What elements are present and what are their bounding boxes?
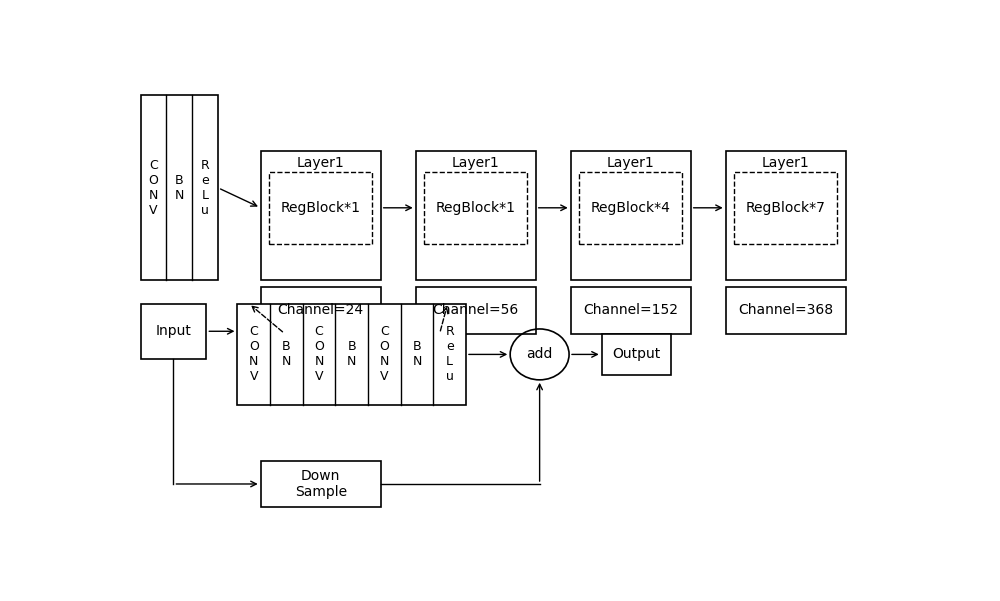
Text: Layer1: Layer1 bbox=[452, 156, 500, 170]
Text: R
e
L
u: R e L u bbox=[445, 325, 454, 383]
Text: add: add bbox=[526, 347, 553, 361]
Text: C
O
N
V: C O N V bbox=[379, 325, 389, 383]
Text: Channel=24: Channel=24 bbox=[278, 304, 364, 317]
FancyBboxPatch shape bbox=[571, 287, 691, 334]
FancyBboxPatch shape bbox=[726, 287, 846, 334]
Text: RegBlock*4: RegBlock*4 bbox=[591, 201, 671, 215]
Text: C
O
N
V: C O N V bbox=[314, 325, 324, 383]
Text: B
N: B N bbox=[412, 340, 422, 368]
FancyBboxPatch shape bbox=[237, 304, 466, 405]
Text: RegBlock*1: RegBlock*1 bbox=[436, 201, 516, 215]
Text: B
N: B N bbox=[282, 340, 291, 368]
FancyBboxPatch shape bbox=[261, 151, 381, 280]
Text: Layer1: Layer1 bbox=[762, 156, 810, 170]
FancyBboxPatch shape bbox=[416, 287, 536, 334]
Text: Output: Output bbox=[612, 347, 661, 361]
FancyBboxPatch shape bbox=[416, 151, 536, 280]
FancyBboxPatch shape bbox=[261, 287, 381, 334]
Text: Layer1: Layer1 bbox=[607, 156, 655, 170]
FancyBboxPatch shape bbox=[579, 171, 682, 244]
Text: Layer1: Layer1 bbox=[297, 156, 345, 170]
FancyBboxPatch shape bbox=[269, 171, 372, 244]
Text: C
O
N
V: C O N V bbox=[148, 159, 158, 217]
FancyBboxPatch shape bbox=[726, 151, 846, 280]
Text: Input: Input bbox=[156, 325, 191, 338]
FancyBboxPatch shape bbox=[140, 95, 218, 280]
Text: Down
Sample: Down Sample bbox=[295, 469, 347, 499]
FancyBboxPatch shape bbox=[424, 171, 527, 244]
Text: Channel=152: Channel=152 bbox=[583, 304, 678, 317]
FancyBboxPatch shape bbox=[140, 304, 206, 359]
Text: RegBlock*7: RegBlock*7 bbox=[746, 201, 826, 215]
FancyBboxPatch shape bbox=[261, 461, 381, 507]
FancyBboxPatch shape bbox=[734, 171, 837, 244]
FancyBboxPatch shape bbox=[571, 151, 691, 280]
Text: Channel=368: Channel=368 bbox=[738, 304, 833, 317]
FancyBboxPatch shape bbox=[602, 334, 671, 375]
Text: B
N: B N bbox=[347, 340, 356, 368]
Text: B
N: B N bbox=[175, 174, 184, 202]
Text: C
O
N
V: C O N V bbox=[249, 325, 259, 383]
Text: R
e
L
u: R e L u bbox=[201, 159, 209, 217]
Text: Channel=56: Channel=56 bbox=[433, 304, 519, 317]
Text: RegBlock*1: RegBlock*1 bbox=[281, 201, 361, 215]
